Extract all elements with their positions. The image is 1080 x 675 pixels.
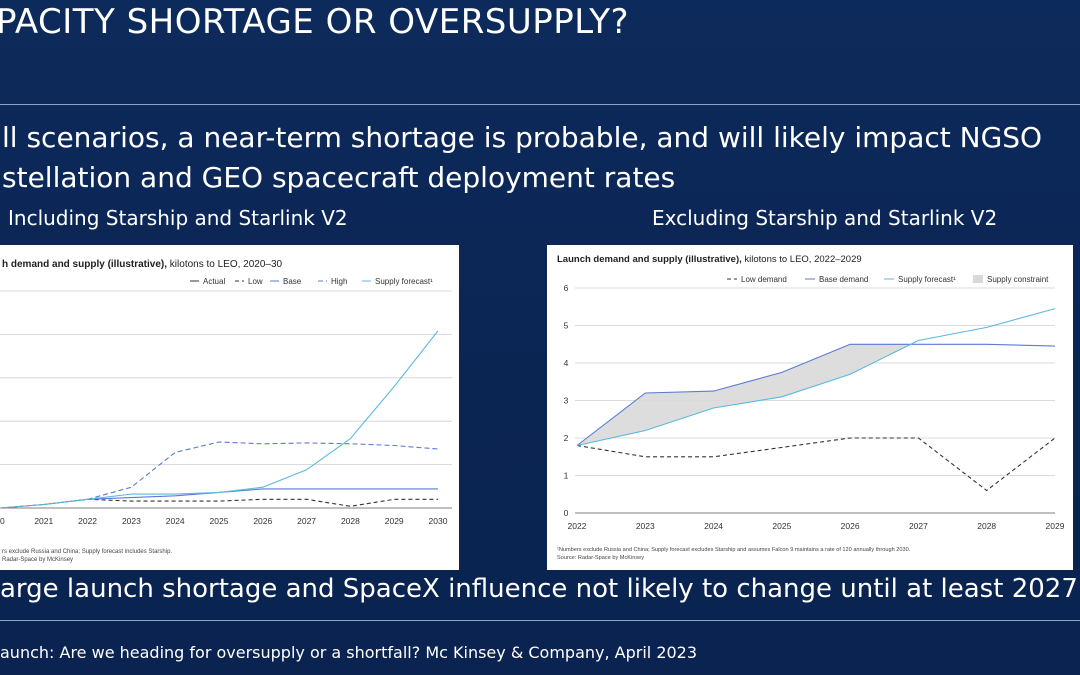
right-x-tick-label: 2026 (841, 521, 860, 531)
right-x-tick-label: 2028 (977, 521, 996, 531)
right-x-tick-label: 2027 (909, 521, 928, 531)
left-x-tick-label: 2022 (78, 516, 97, 526)
left-chart-title: h demand and supply (illustrative), kilo… (2, 259, 283, 270)
right-chart-panel: Launch demand and supply (illustrative),… (547, 245, 1073, 570)
left-legend-label-high: High (331, 277, 347, 286)
left-x-tick-label: 0 (0, 516, 5, 526)
left-x-tick-label: 2025 (210, 516, 229, 526)
right-legend-label-low-demand: Low demand (741, 275, 787, 284)
right-y-tick-label: 3 (564, 396, 569, 406)
left-x-tick-label: 2029 (385, 516, 404, 526)
right-footnote-1: ¹Numbers exclude Russia and China; Suppl… (557, 547, 911, 553)
left-footnote-2: Radar-Space by McKinsey (2, 557, 73, 563)
right-legend-swatch-supply-constraint (973, 275, 983, 283)
left-legend-label-actual: Actual (203, 277, 225, 286)
right-series-low-demand (576, 437, 1056, 492)
right-y-tick-label: 0 (564, 508, 569, 518)
slide-subtitle: ll scenarios, a near-term shortage is pr… (2, 118, 1042, 198)
right-y-tick-label: 5 (564, 321, 569, 331)
left-series-high (87, 441, 439, 500)
left-x-tick-label: 2028 (341, 516, 360, 526)
right-x-tick-label: 2025 (772, 521, 791, 531)
right-x-tick-label: 2022 (568, 521, 587, 531)
left-legend-label-low: Low (248, 277, 263, 286)
subtitle-line-1: ll scenarios, a near-term shortage is pr… (2, 121, 1043, 154)
left-x-tick-label: 2026 (253, 516, 272, 526)
right-series-base-demand (576, 343, 1056, 446)
right-y-tick-label: 1 (564, 471, 569, 481)
left-chart-panel: h demand and supply (illustrative), kilo… (0, 245, 459, 570)
right-legend-label-supply-forecast: Supply forecast¹ (898, 275, 956, 284)
footer-divider (0, 620, 1080, 621)
left-series-base (87, 488, 438, 500)
slide-conclusion: arge launch shortage and SpaceX influenc… (0, 574, 1078, 604)
right-chart: Launch demand and supply (illustrative),… (557, 254, 1065, 561)
right-supply-constraint-area (577, 344, 911, 446)
title-divider (0, 104, 1080, 105)
right-y-tick-label: 4 (564, 358, 569, 368)
right-y-tick-label: 2 (564, 433, 569, 443)
right-chart-title: Launch demand and supply (illustrative),… (557, 254, 862, 265)
right-legend-label-supply-constraint: Supply constraint (987, 275, 1049, 284)
left-chart: h demand and supply (illustrative), kilo… (0, 259, 452, 563)
left-series-low (87, 498, 438, 507)
right-footnote-2: Source: Radar-Space by McKinsey (557, 555, 644, 561)
right-legend-label-base-demand: Base demand (819, 275, 868, 284)
right-x-tick-label: 2023 (636, 521, 655, 531)
right-chart-heading: Excluding Starship and Starlink V2 (652, 206, 998, 230)
slide-title: PACITY SHORTAGE OR OVERSUPPLY? (0, 2, 630, 42)
left-x-tick-label: 2030 (429, 516, 448, 526)
right-y-tick-label: 6 (564, 283, 569, 293)
left-footnote-1: rs exclude Russia and China; Supply fore… (2, 549, 172, 555)
left-series-supply-forecast (0, 330, 439, 509)
slide-source: aunch: Are we heading for oversupply or … (0, 643, 698, 662)
left-x-tick-label: 2027 (297, 516, 316, 526)
left-chart-heading: Including Starship and Starlink V2 (8, 206, 348, 230)
left-x-tick-label: 2024 (166, 516, 185, 526)
left-legend-label-base: Base (283, 277, 302, 286)
left-legend-label-supply-forecast: Supply forecast¹ (375, 277, 433, 286)
right-x-tick-label: 2024 (704, 521, 723, 531)
right-series-supply-forecast (576, 308, 1056, 447)
right-x-tick-label: 2029 (1046, 521, 1065, 531)
left-x-tick-label: 2023 (122, 516, 141, 526)
subtitle-line-2: stellation and GEO spacecraft deployment… (2, 161, 676, 194)
left-x-tick-label: 2021 (34, 516, 53, 526)
